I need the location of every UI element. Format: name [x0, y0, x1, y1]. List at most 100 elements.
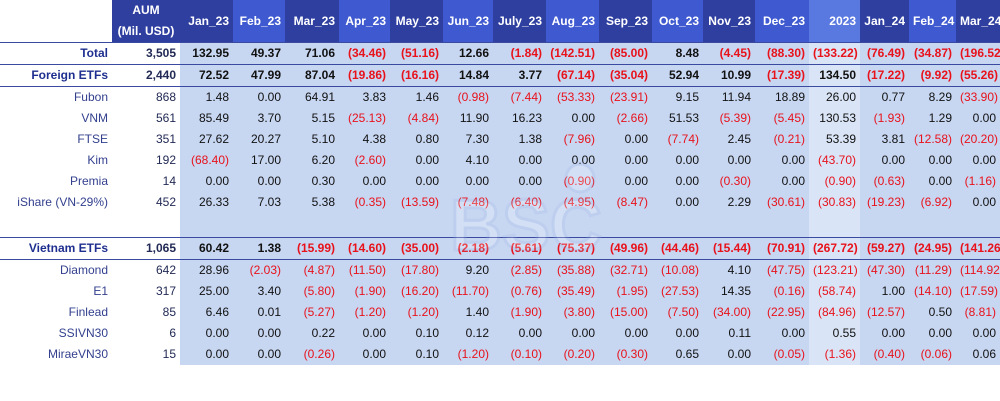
value-cell: 7.03 [233, 192, 285, 213]
etf-flow-table: AUM (Mil. USD) Jan_23 Feb_23 Mar_23 Apr_… [0, 0, 1000, 365]
row-label: MiraeVN30 [47, 347, 108, 361]
value-cell: 0.00 [909, 171, 956, 192]
value-cell: (34.00) [703, 302, 755, 323]
value-cell: (51.16) [390, 42, 443, 65]
value-cell: (9.92) [909, 64, 956, 87]
value-cell: 2.29 [703, 192, 755, 213]
value-cell: (5.45) [755, 108, 809, 129]
value-cell: 3.70 [233, 108, 285, 129]
value-cell: 5.10 [285, 129, 339, 150]
value-cell: 17.00 [233, 150, 285, 171]
table-row: Total 3,505 132.95 49.37 71.06 (34.46) (51.16)… [0, 42, 1000, 65]
spacer-cell [599, 213, 652, 238]
value-cell: (6.92) [909, 192, 956, 213]
value-cell: 9.15 [652, 86, 703, 108]
value-cell: (15.00) [599, 302, 652, 323]
header-col: Feb_23 [233, 0, 285, 43]
value-cell: (5.61) [493, 237, 546, 260]
value-cell: (20.20) [956, 129, 1000, 150]
row-aum: 642 [155, 263, 176, 277]
value-cell: 0.22 [285, 323, 339, 344]
table-row: Premia 14 0.00 0.00 0.30 0.00 0.00 0.00 0.00 (0.9… [0, 171, 1000, 192]
value-cell: 0.00 [755, 323, 809, 344]
value-cell: 130.53 [809, 108, 860, 129]
row-aum: 1,065 [112, 237, 180, 260]
row-label: Finlead [68, 305, 108, 319]
value-cell: 9.20 [443, 259, 493, 281]
value-cell: (17.80) [390, 259, 443, 281]
header-col: July_23 [493, 0, 546, 43]
value-cell: (267.72) [809, 237, 860, 260]
value-cell: 0.65 [652, 344, 703, 365]
value-cell: 28.96 [180, 259, 233, 281]
header-aum-unit: (Mil. USD) [117, 24, 175, 38]
value-cell: (49.96) [599, 237, 652, 260]
value-cell: (1.95) [599, 281, 652, 302]
spacer-cell [339, 213, 390, 238]
value-cell: (2.03) [233, 259, 285, 281]
value-cell: (142.51) [546, 42, 599, 65]
value-cell: 8.48 [652, 42, 703, 65]
value-cell: 11.90 [443, 108, 493, 129]
value-cell: (2.66) [599, 108, 652, 129]
row-label: Fubon [73, 90, 108, 104]
value-cell: (35.04) [599, 64, 652, 87]
value-cell: (7.48) [443, 192, 493, 213]
value-cell: (0.90) [546, 171, 599, 192]
value-cell: 87.04 [285, 64, 339, 87]
value-cell: (2.60) [339, 150, 390, 171]
value-cell: (0.05) [755, 344, 809, 365]
spacer-cell [112, 213, 180, 238]
header-col: Mar_23 [285, 0, 339, 43]
value-cell: 0.00 [233, 171, 285, 192]
row-aum: 868 [155, 90, 176, 104]
value-cell: (68.40) [180, 150, 233, 171]
value-cell: (7.74) [652, 129, 703, 150]
value-cell: 1.40 [443, 302, 493, 323]
value-cell: 0.00 [390, 171, 443, 192]
value-cell: (53.33) [546, 86, 599, 108]
table-row: E1 317 25.00 3.40 (5.80) (1.90) (16.20) (11.70)… [0, 281, 1000, 302]
value-cell: (27.53) [652, 281, 703, 302]
row-label: E1 [93, 284, 108, 298]
value-cell: (58.74) [809, 281, 860, 302]
value-cell: (16.16) [390, 64, 443, 87]
value-cell: 0.10 [390, 344, 443, 365]
table-row: Finlead 85 6.46 0.01 (5.27) (1.20) (1.20) 1.40(… [0, 302, 1000, 323]
value-cell: (59.27) [860, 237, 909, 260]
value-cell: (23.91) [599, 86, 652, 108]
value-cell: (0.90) [809, 171, 860, 192]
header-col: Nov_23 [703, 0, 755, 43]
value-cell: 0.00 [652, 150, 703, 171]
value-cell: (10.08) [652, 259, 703, 281]
spacer-cell [652, 213, 703, 238]
value-cell: (7.96) [546, 129, 599, 150]
value-cell: (4.87) [285, 259, 339, 281]
value-cell: 0.00 [909, 150, 956, 171]
header-col: Aug_23 [546, 0, 599, 43]
value-cell: 0.00 [909, 323, 956, 344]
value-cell: 4.10 [703, 259, 755, 281]
value-cell: 4.38 [339, 129, 390, 150]
value-cell: 0.00 [339, 323, 390, 344]
value-cell: 0.50 [909, 302, 956, 323]
value-cell: (3.80) [546, 302, 599, 323]
value-cell: 0.00 [860, 323, 909, 344]
value-cell: 0.00 [339, 344, 390, 365]
value-cell: (0.20) [546, 344, 599, 365]
value-cell: (6.40) [493, 192, 546, 213]
value-cell: 26.00 [809, 86, 860, 108]
value-cell: (5.39) [703, 108, 755, 129]
value-cell: (8.47) [599, 192, 652, 213]
header-col: Jan_23 [180, 0, 233, 43]
value-cell: 0.00 [546, 323, 599, 344]
value-cell: 0.10 [390, 323, 443, 344]
value-cell: 0.00 [652, 192, 703, 213]
value-cell: (0.10) [493, 344, 546, 365]
value-cell: (15.44) [703, 237, 755, 260]
row-aum: 3,505 [112, 42, 180, 65]
header-col: Apr_23 [339, 0, 390, 43]
value-cell: 14.84 [443, 64, 493, 87]
value-cell: 3.77 [493, 64, 546, 87]
row-aum: 15 [162, 347, 176, 361]
